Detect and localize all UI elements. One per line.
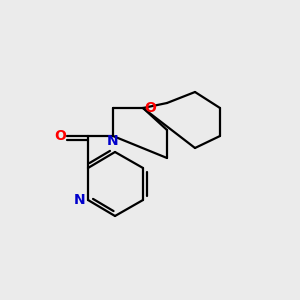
Text: O: O [54, 129, 66, 143]
Text: N: N [74, 193, 86, 207]
Text: N: N [107, 134, 119, 148]
Text: O: O [144, 101, 156, 115]
